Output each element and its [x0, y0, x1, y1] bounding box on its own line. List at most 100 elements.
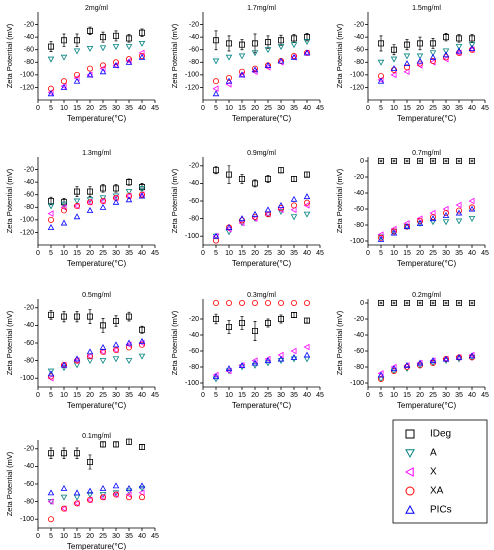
panel-title: 1.5mg/ml [412, 5, 441, 12]
marker [100, 34, 106, 41]
marker [47, 90, 55, 97]
marker [416, 57, 424, 64]
y-tick-label: -40 [354, 34, 364, 41]
marker [138, 485, 146, 492]
y-tick-label: -20 [189, 316, 199, 323]
x-tick-label: 5 [49, 392, 53, 399]
x-tick-label: 30 [442, 250, 450, 257]
marker [125, 56, 133, 63]
marker [377, 231, 384, 238]
marker [138, 489, 145, 497]
axis-line [37, 12, 155, 101]
marker [290, 206, 297, 214]
y-tick-label: -20 [354, 174, 364, 181]
y-tick-label: -60 [24, 192, 34, 199]
marker [126, 179, 132, 186]
x-tick-label: 40 [303, 392, 311, 399]
marker [126, 438, 132, 445]
panel-title: 0.3mg/ml [247, 292, 276, 299]
x-tick-label: 15 [238, 392, 246, 399]
x-axis-label: Temperature(°C) [67, 259, 127, 268]
marker [390, 65, 398, 72]
x-tick-label: 45 [316, 105, 324, 112]
y-tick-label: -100 [20, 72, 34, 79]
marker [239, 176, 245, 182]
y-axis-label: Zeta Potential (mV) [335, 310, 344, 375]
y-tick-label: -40 [354, 190, 364, 197]
x-tick-label: 35 [455, 250, 463, 257]
x-tick-label: 5 [49, 250, 53, 257]
error-bar [227, 165, 231, 184]
marker [225, 77, 233, 84]
marker [60, 201, 68, 208]
x-tick-label: 10 [60, 250, 68, 257]
marker [238, 300, 246, 306]
marker [112, 490, 120, 497]
marker [112, 346, 119, 354]
legend-marker [405, 504, 415, 514]
error-bar [101, 318, 105, 333]
y-tick-label: -40 [189, 180, 199, 187]
x-tick-label: 0 [36, 392, 40, 399]
marker [73, 489, 81, 496]
x-tick-label: 5 [214, 250, 218, 257]
marker [47, 498, 54, 505]
x-tick-label: 45 [481, 392, 489, 399]
x-axis-label: Temperature(°C) [67, 401, 127, 410]
panel-title: 0.5mg/ml [82, 292, 111, 299]
marker [303, 356, 311, 363]
x-tick-label: 30 [442, 392, 450, 399]
x-tick-label: 25 [99, 392, 107, 399]
y-tick-label: -20 [24, 21, 34, 28]
marker [138, 53, 146, 60]
marker [429, 50, 437, 57]
marker [48, 43, 54, 50]
marker [112, 62, 120, 68]
marker [138, 353, 146, 360]
error-bar [392, 44, 396, 56]
x-tick-label: 20 [251, 105, 259, 112]
marker [87, 313, 93, 320]
marker [390, 228, 398, 235]
marker [125, 196, 133, 203]
marker [455, 47, 463, 54]
marker [264, 300, 272, 306]
error-bar [88, 454, 92, 470]
error-bar [114, 315, 118, 327]
marker [112, 491, 120, 498]
x-axis-label: Temperature(°C) [67, 542, 127, 550]
marker [239, 320, 245, 326]
marker [290, 214, 298, 221]
y-axis-label: Zeta Potential (mV) [5, 310, 14, 375]
x-tick-label: 15 [238, 250, 246, 257]
x-tick-label: 15 [73, 392, 81, 399]
marker [138, 40, 146, 47]
legend-label: X [430, 467, 437, 478]
marker [442, 51, 450, 58]
marker [264, 210, 271, 218]
marker [86, 199, 94, 206]
error-bar [266, 35, 270, 49]
legend-marker [405, 449, 415, 459]
marker [112, 59, 120, 66]
marker [112, 482, 120, 489]
marker [86, 198, 93, 206]
y-tick-label: -100 [185, 380, 199, 387]
marker [468, 205, 476, 212]
x-tick-label: 30 [277, 250, 285, 257]
marker [252, 180, 258, 187]
marker [377, 59, 385, 66]
marker [73, 362, 81, 369]
x-tick-label: 20 [416, 392, 424, 399]
error-bar [305, 171, 309, 178]
marker [251, 210, 259, 217]
x-tick-label: 25 [264, 105, 272, 112]
error-bar [379, 301, 383, 305]
axis-line [202, 157, 320, 246]
marker [73, 494, 81, 501]
marker [404, 300, 410, 306]
marker [112, 491, 119, 498]
error-bar [379, 35, 383, 52]
x-tick-label: 30 [277, 392, 285, 399]
